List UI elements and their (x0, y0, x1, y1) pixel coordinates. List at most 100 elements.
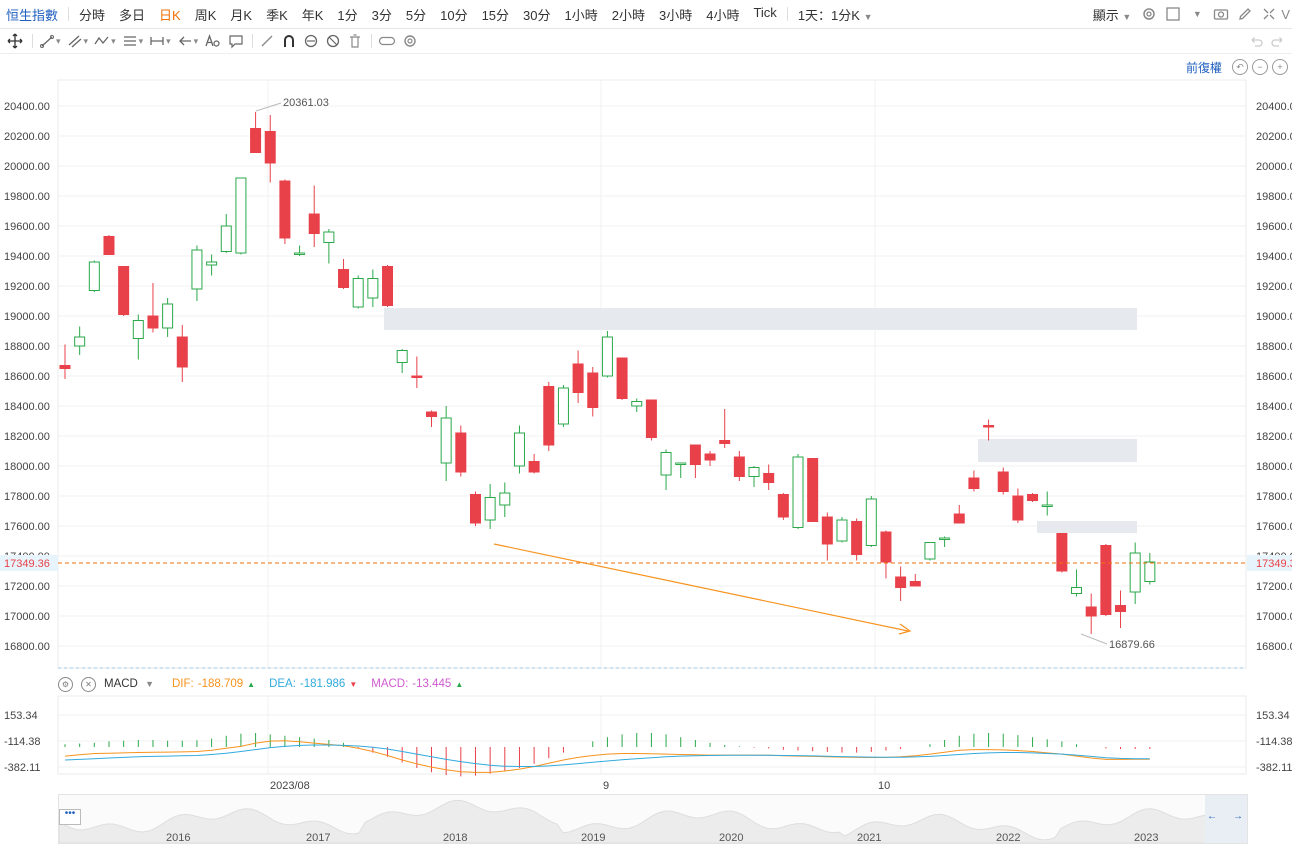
arrow-tool[interactable]: ▾ (177, 30, 198, 52)
measure-tool[interactable]: ▾ (149, 30, 171, 52)
trash-icon (350, 34, 361, 48)
sync-icon (305, 34, 318, 48)
ruler-tool[interactable] (259, 30, 275, 52)
candle (132, 314, 144, 360)
candle (147, 283, 159, 333)
fib-tool[interactable]: ▾ (122, 30, 143, 52)
arrow-right-icon[interactable]: → (1233, 811, 1243, 822)
gear-icon[interactable]: ⚙ (58, 676, 73, 692)
divider (371, 34, 373, 48)
time-navigator[interactable]: 2016 2017 2018 2019 2020 2021 2022 2023 ••• ← → (58, 794, 1248, 844)
arrow-left-icon[interactable]: ← (1207, 811, 1217, 822)
macd-tick-label: -382.11 (4, 762, 41, 774)
candle (821, 512, 833, 561)
rights-adjust-select[interactable]: 前復權 (1185, 60, 1222, 75)
price-tick-label: 19000.00 (1256, 311, 1292, 323)
layout-icon[interactable] (1164, 5, 1182, 23)
crosshair-tool[interactable] (6, 30, 24, 52)
candle (748, 466, 760, 487)
period-tab[interactable]: 分時 (79, 7, 106, 23)
period-tab[interactable]: 3小時 (658, 7, 693, 23)
navigator-menu-button[interactable]: ••• (59, 809, 81, 825)
candle (367, 269, 379, 307)
period-tab[interactable]: 30分 (523, 7, 551, 23)
low-annotation: 16879.66 (1080, 633, 1155, 651)
price-tick-label: 19400.00 (1256, 251, 1292, 263)
candle (162, 298, 174, 337)
period-tab[interactable]: 1小時 (564, 7, 598, 23)
draw-settings-tool[interactable] (402, 30, 418, 52)
more-button[interactable]: V (1281, 6, 1290, 22)
price-tick-label: 20000.00 (4, 161, 50, 173)
period-tab[interactable]: 3分 (371, 7, 392, 23)
wave-tool[interactable]: ▾ (94, 30, 116, 52)
interval-select[interactable]: 1天：1分K ▼ (791, 5, 880, 24)
macd-grid (57, 695, 1247, 775)
high-annotation: 20361.03 (255, 97, 329, 112)
period-tab[interactable]: 周K (194, 7, 217, 23)
symbol-name[interactable]: 恒生指數 (6, 7, 59, 23)
display-menu[interactable]: 顯示 ▼ (1087, 5, 1138, 24)
text-icon (205, 34, 220, 47)
navigator-range-handle[interactable] (1205, 795, 1247, 843)
line-tool[interactable]: ▾ (39, 30, 61, 52)
period-tab[interactable]: 月K (230, 7, 253, 23)
candle (250, 111, 262, 153)
candle (235, 177, 247, 255)
zoom-out-icon[interactable]: − (1252, 59, 1268, 75)
hide-tool[interactable] (325, 30, 341, 52)
period-tab[interactable]: Tick (753, 4, 777, 20)
indicator-name: MACD (104, 678, 138, 690)
period-tab[interactable]: 日K (159, 7, 181, 23)
navigator-area-series (59, 799, 1247, 843)
zones (384, 308, 1137, 533)
magnet-tool[interactable] (281, 30, 297, 52)
period-tab[interactable]: 多日 (119, 7, 146, 23)
period-tab[interactable]: 5分 (405, 7, 427, 23)
close-icon[interactable]: ✕ (81, 676, 96, 692)
pencil-icon[interactable] (1236, 5, 1254, 23)
price-tick-label: 17600.00 (1256, 521, 1292, 533)
navigator-year-label: 2023 (1134, 832, 1158, 843)
period-tab[interactable]: 1分 (337, 7, 358, 23)
price-tick-label: 17800.00 (4, 491, 50, 503)
comment-icon (229, 35, 243, 49)
price-tick-label: 19600.00 (4, 221, 50, 233)
price-tick-label: 18200.00 (1256, 431, 1292, 443)
candle (191, 245, 203, 301)
macd-axis: 153.34 153.34 -114.38 -114.38 -382.11 -382.11 (4, 710, 1292, 774)
link-tool[interactable] (378, 30, 396, 52)
macd-histogram (64, 733, 1151, 777)
redo-icon[interactable] (1270, 31, 1286, 53)
chevron-down-icon[interactable]: ▼ (1192, 9, 1202, 19)
candle (763, 464, 775, 490)
sync-tool[interactable] (303, 30, 319, 52)
period-tab[interactable]: 4小時 (706, 7, 740, 23)
period-tab[interactable]: 10分 (440, 7, 468, 23)
period-tab[interactable]: 15分 (481, 7, 510, 23)
zoom-in-icon[interactable]: + (1272, 59, 1288, 75)
price-chart[interactable]: 20361.03 16879.66 20400.00 20200.00 20000.… (0, 78, 1292, 794)
fullscreen-icon[interactable] (1260, 5, 1278, 23)
line-icon (40, 35, 54, 48)
grid (57, 79, 1247, 669)
reset-icon[interactable]: ↶ (1232, 59, 1248, 75)
undo-icon[interactable] (1248, 31, 1264, 53)
candle (74, 326, 86, 355)
macd-tick-label: -114.38 (1256, 736, 1292, 748)
camera-icon[interactable] (1212, 5, 1230, 23)
candle (572, 350, 584, 403)
candle (1085, 593, 1097, 634)
price-tick-label: 19200.00 (4, 281, 50, 293)
channel-tool[interactable]: ▾ (67, 30, 88, 52)
macd-frame (57, 695, 1247, 775)
candle (777, 493, 789, 520)
period-tab[interactable]: 年K (301, 7, 324, 23)
gear-icon[interactable] (1140, 5, 1158, 23)
text-tool[interactable] (204, 30, 222, 52)
period-tab[interactable]: 季K (266, 7, 288, 23)
period-tab[interactable]: 2小時 (611, 7, 645, 23)
delete-tool[interactable] (347, 30, 363, 52)
note-tool[interactable] (228, 30, 244, 52)
indicator-select[interactable]: MACD ▼ (104, 678, 158, 690)
